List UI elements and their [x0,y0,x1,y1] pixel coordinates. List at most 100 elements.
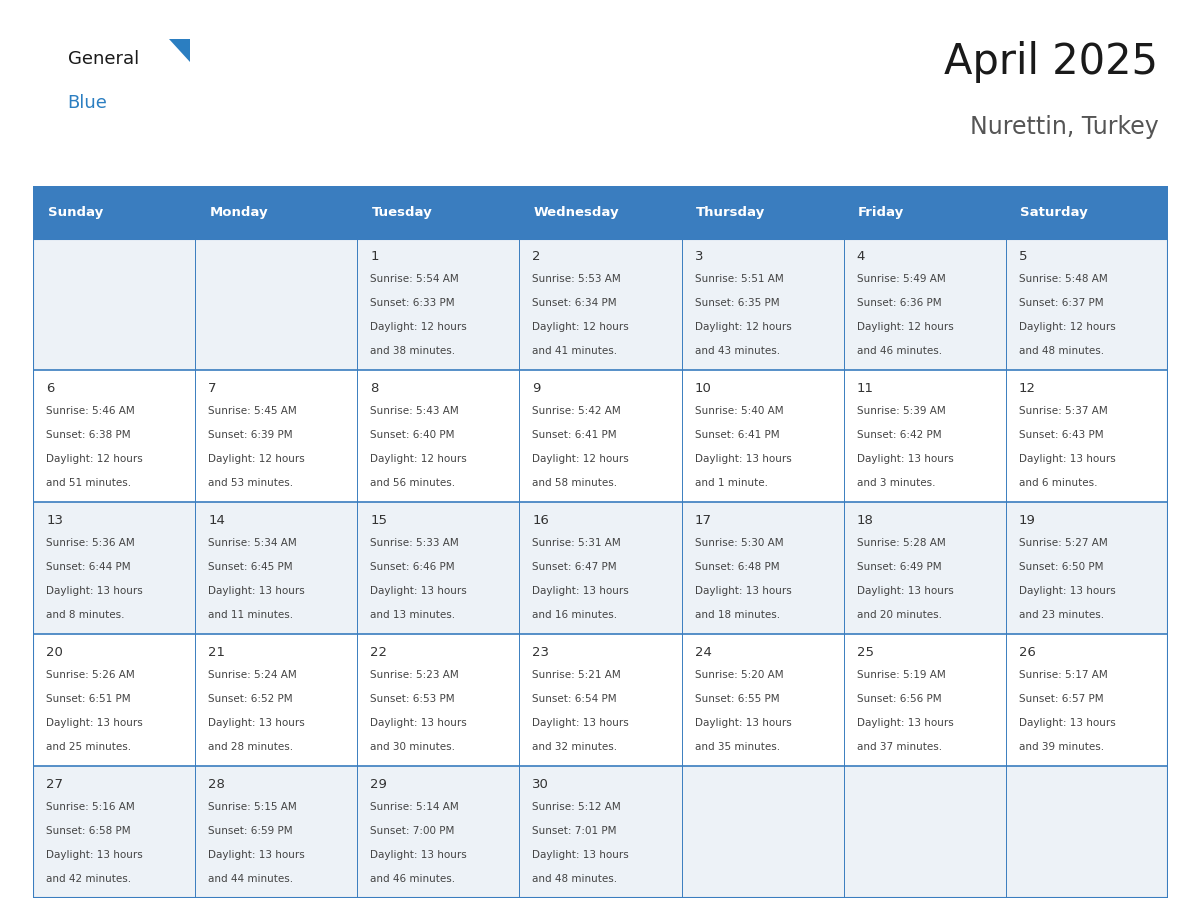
Text: Daylight: 13 hours: Daylight: 13 hours [46,586,143,596]
Text: 22: 22 [371,646,387,659]
Text: 23: 23 [532,646,550,659]
Text: 10: 10 [695,382,712,396]
Text: 29: 29 [371,778,387,790]
Text: Sunset: 6:53 PM: Sunset: 6:53 PM [371,694,455,704]
Text: Daylight: 13 hours: Daylight: 13 hours [1018,454,1116,465]
Text: Daylight: 13 hours: Daylight: 13 hours [208,850,305,860]
Text: Sunset: 6:59 PM: Sunset: 6:59 PM [208,826,293,835]
Text: and 51 minutes.: and 51 minutes. [46,478,132,488]
Text: Tuesday: Tuesday [372,206,432,218]
Text: 12: 12 [1018,382,1036,396]
Text: Daylight: 13 hours: Daylight: 13 hours [695,454,791,465]
Text: Sunset: 6:43 PM: Sunset: 6:43 PM [1018,431,1104,441]
Text: Sunset: 6:44 PM: Sunset: 6:44 PM [46,562,131,572]
Text: and 46 minutes.: and 46 minutes. [857,346,942,356]
Text: and 13 minutes.: and 13 minutes. [371,610,455,620]
Text: 30: 30 [532,778,549,790]
Text: Sunset: 6:36 PM: Sunset: 6:36 PM [857,298,941,308]
Text: Sunset: 6:33 PM: Sunset: 6:33 PM [371,298,455,308]
Text: and 35 minutes.: and 35 minutes. [695,742,779,752]
Text: Daylight: 13 hours: Daylight: 13 hours [208,718,305,728]
Text: and 37 minutes.: and 37 minutes. [857,742,942,752]
Text: 15: 15 [371,514,387,527]
Text: 24: 24 [695,646,712,659]
Text: 5: 5 [1018,251,1028,263]
Text: Sunrise: 5:45 AM: Sunrise: 5:45 AM [208,406,297,416]
Text: and 53 minutes.: and 53 minutes. [208,478,293,488]
Text: Sunset: 6:58 PM: Sunset: 6:58 PM [46,826,131,835]
Text: 28: 28 [208,778,226,790]
Text: Daylight: 13 hours: Daylight: 13 hours [695,586,791,596]
Text: 18: 18 [857,514,873,527]
Text: April 2025: April 2025 [944,41,1158,84]
Text: Sunrise: 5:30 AM: Sunrise: 5:30 AM [695,538,783,548]
Text: Sunrise: 5:15 AM: Sunrise: 5:15 AM [208,801,297,812]
Text: Sunset: 6:52 PM: Sunset: 6:52 PM [208,694,293,704]
Text: and 11 minutes.: and 11 minutes. [208,610,293,620]
Text: Sunrise: 5:27 AM: Sunrise: 5:27 AM [1018,538,1107,548]
Text: Sunset: 6:41 PM: Sunset: 6:41 PM [532,431,617,441]
Text: Friday: Friday [858,206,904,218]
Text: and 39 minutes.: and 39 minutes. [1018,742,1104,752]
Text: Daylight: 13 hours: Daylight: 13 hours [1018,718,1116,728]
Text: and 6 minutes.: and 6 minutes. [1018,478,1098,488]
Text: Sunrise: 5:54 AM: Sunrise: 5:54 AM [371,274,459,285]
Text: 3: 3 [695,251,703,263]
Bar [33,634,1168,766]
Text: 1: 1 [371,251,379,263]
Text: Sunset: 6:51 PM: Sunset: 6:51 PM [46,694,131,704]
Text: Sunset: 7:01 PM: Sunset: 7:01 PM [532,826,617,835]
Text: Saturday: Saturday [1020,206,1088,218]
Text: Sunset: 7:00 PM: Sunset: 7:00 PM [371,826,455,835]
Text: 17: 17 [695,514,712,527]
Text: 2: 2 [532,251,541,263]
Text: Daylight: 13 hours: Daylight: 13 hours [532,586,630,596]
Text: Sunrise: 5:16 AM: Sunrise: 5:16 AM [46,801,135,812]
Text: 6: 6 [46,382,55,396]
Text: Daylight: 12 hours: Daylight: 12 hours [857,322,953,332]
Text: and 1 minute.: and 1 minute. [695,478,767,488]
Text: Sunset: 6:46 PM: Sunset: 6:46 PM [371,562,455,572]
Text: and 20 minutes.: and 20 minutes. [857,610,942,620]
Text: 20: 20 [46,646,63,659]
Text: Daylight: 13 hours: Daylight: 13 hours [371,586,467,596]
Text: Sunset: 6:38 PM: Sunset: 6:38 PM [46,431,131,441]
Text: Sunrise: 5:37 AM: Sunrise: 5:37 AM [1018,406,1107,416]
Bar [33,370,1168,502]
Bar [33,766,1168,898]
Text: Sunset: 6:42 PM: Sunset: 6:42 PM [857,431,941,441]
Text: General: General [68,50,139,69]
Text: Sunrise: 5:51 AM: Sunrise: 5:51 AM [695,274,783,285]
Text: and 44 minutes.: and 44 minutes. [208,874,293,884]
Text: Sunset: 6:37 PM: Sunset: 6:37 PM [1018,298,1104,308]
Text: Sunset: 6:34 PM: Sunset: 6:34 PM [532,298,617,308]
Text: Daylight: 13 hours: Daylight: 13 hours [1018,586,1116,596]
Text: Daylight: 13 hours: Daylight: 13 hours [532,850,630,860]
Text: Wednesday: Wednesday [535,206,620,218]
Text: and 48 minutes.: and 48 minutes. [1018,346,1104,356]
Text: Daylight: 13 hours: Daylight: 13 hours [857,718,953,728]
Text: Sunrise: 5:53 AM: Sunrise: 5:53 AM [532,274,621,285]
Text: 19: 19 [1018,514,1036,527]
Text: and 18 minutes.: and 18 minutes. [695,610,779,620]
Text: Daylight: 13 hours: Daylight: 13 hours [371,850,467,860]
Text: Sunrise: 5:26 AM: Sunrise: 5:26 AM [46,670,135,680]
Text: Sunrise: 5:43 AM: Sunrise: 5:43 AM [371,406,459,416]
Text: Sunrise: 5:17 AM: Sunrise: 5:17 AM [1018,670,1107,680]
Text: Sunrise: 5:31 AM: Sunrise: 5:31 AM [532,538,621,548]
Text: Thursday: Thursday [696,206,765,218]
Text: and 16 minutes.: and 16 minutes. [532,610,618,620]
Text: and 28 minutes.: and 28 minutes. [208,742,293,752]
Text: Daylight: 12 hours: Daylight: 12 hours [532,322,630,332]
Text: Sunset: 6:56 PM: Sunset: 6:56 PM [857,694,941,704]
Text: Sunrise: 5:12 AM: Sunrise: 5:12 AM [532,801,621,812]
Text: and 38 minutes.: and 38 minutes. [371,346,455,356]
Text: Sunset: 6:50 PM: Sunset: 6:50 PM [1018,562,1104,572]
Text: 21: 21 [208,646,226,659]
Bar [33,239,1168,370]
Text: Blue: Blue [68,94,108,112]
Text: Daylight: 12 hours: Daylight: 12 hours [1018,322,1116,332]
Text: 27: 27 [46,778,63,790]
Text: Sunrise: 5:23 AM: Sunrise: 5:23 AM [371,670,459,680]
Text: 9: 9 [532,382,541,396]
